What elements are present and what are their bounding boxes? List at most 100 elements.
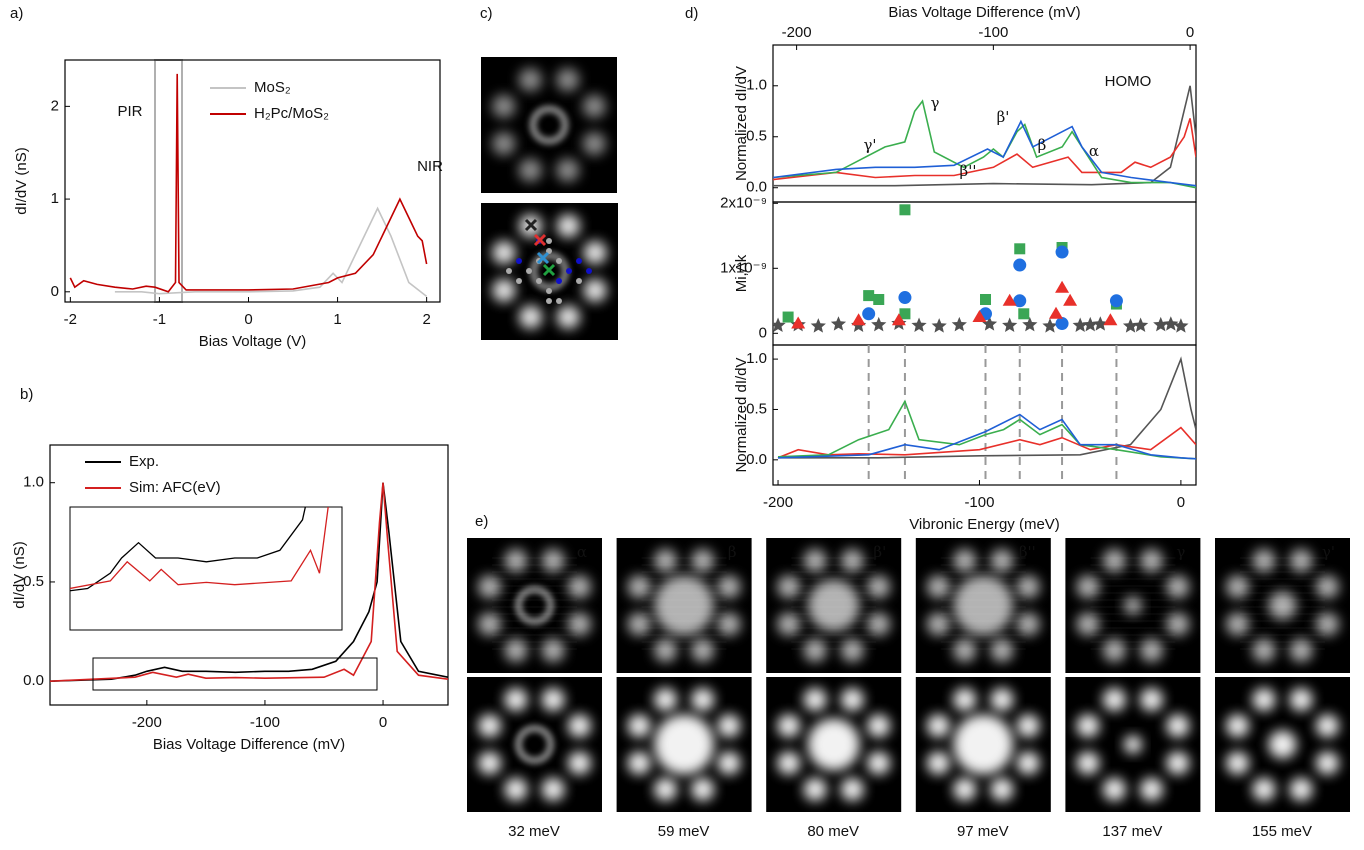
point (899, 204, 911, 216)
cross-marker (524, 218, 538, 232)
image-lobe (1102, 688, 1126, 712)
image-lobe (478, 751, 502, 775)
image-lobe (654, 549, 677, 573)
annotation: γ (931, 94, 940, 112)
image (467, 677, 602, 812)
point (1163, 316, 1179, 331)
image-lobe (1166, 751, 1190, 775)
image-lobe (492, 278, 516, 303)
point (981, 316, 998, 331)
point (1055, 245, 1069, 259)
point (951, 316, 967, 332)
image-lobe (803, 777, 827, 801)
image-lobe (990, 638, 1014, 662)
image-lobe (556, 305, 581, 329)
image-center (654, 575, 715, 636)
image-lobe (492, 240, 516, 265)
image-lobe (953, 549, 977, 573)
image-lobe (567, 612, 591, 636)
image-lobe (567, 751, 591, 775)
annotation: NIR (417, 158, 443, 175)
series-line (114, 206, 428, 298)
point (862, 307, 876, 321)
cross-marker (533, 233, 547, 247)
image-lobe (1016, 612, 1040, 636)
plot-area (50, 482, 448, 682)
image (915, 538, 1051, 673)
x-tick-label: 2 (422, 311, 430, 328)
x-tick-label: -200 (763, 494, 793, 511)
image-lobe (1289, 777, 1313, 801)
legend-label: Exp. (129, 453, 159, 470)
point (1082, 316, 1098, 332)
image-lobe (1289, 638, 1313, 662)
image-lobe (840, 549, 864, 573)
series-line (777, 413, 1196, 460)
image-center (953, 575, 1014, 636)
grid-dot (576, 258, 582, 264)
panel-label: b) (20, 386, 33, 403)
image-lobe (518, 68, 542, 92)
image-bg (467, 677, 602, 812)
legend-label: Sim: AFC(eV) (129, 479, 221, 496)
y-tick-label: 0 (51, 283, 59, 300)
image-lobe (541, 638, 565, 662)
y-tick-label: 0.5 (746, 128, 767, 145)
series-line (69, 73, 428, 293)
point (1013, 294, 1027, 308)
y-axis-label: Normalized dI/dV (733, 66, 750, 181)
point (830, 316, 847, 331)
x-tick-label: 0 (1186, 24, 1194, 41)
x-axis-label: Vibronic Energy (meV) (909, 516, 1060, 533)
image-lobe (1226, 714, 1250, 738)
point (1132, 317, 1149, 332)
image-lobe (1076, 575, 1100, 599)
point (873, 294, 885, 305)
image-lobe (627, 714, 651, 738)
energy-label: 32 meV (508, 823, 560, 840)
grid-dot (546, 248, 552, 254)
point (899, 308, 911, 320)
image-lobe (777, 612, 801, 636)
grid-dot (506, 268, 512, 274)
image-lobe (478, 714, 502, 738)
x-tick-label: -100 (978, 24, 1008, 41)
cross-marker (542, 263, 556, 277)
plot-frame (49, 444, 449, 706)
image-lobe (1102, 549, 1126, 573)
point (1103, 313, 1118, 326)
y-tick-label: 0.0 (746, 179, 767, 196)
x-tick-label: -200 (782, 24, 812, 41)
image-lobe (990, 688, 1014, 712)
energy-label: 137 meV (1102, 823, 1162, 840)
image-lobe (990, 777, 1014, 801)
image-lobe (803, 638, 827, 662)
image-bg (467, 538, 602, 673)
x-tick-label: 0 (244, 311, 252, 328)
image-center (654, 714, 715, 775)
y-tick-label: 1x10⁻⁹ (720, 259, 767, 276)
image-lobe (541, 777, 565, 801)
point (980, 294, 992, 305)
y-tick-label: 2x10⁻⁹ (720, 194, 767, 211)
point (810, 318, 826, 333)
point (1018, 308, 1030, 320)
image-lobe (518, 158, 542, 182)
image-center (953, 714, 1014, 775)
point (1014, 243, 1026, 255)
panel-label: a) (10, 5, 23, 22)
series-line (50, 482, 448, 682)
image-lobe (1252, 777, 1276, 801)
annotation: β (1038, 136, 1047, 154)
point (891, 313, 906, 326)
annotation: β' (997, 108, 1010, 126)
image-lobe (541, 549, 565, 573)
plot-frame (64, 59, 441, 303)
image-lobe (926, 575, 950, 599)
point (871, 316, 887, 332)
image-lobe (583, 278, 607, 303)
image-lobe (504, 549, 528, 573)
image-center (807, 718, 860, 771)
image-lobe (1315, 575, 1339, 599)
y-tick-label: 1 (51, 190, 59, 207)
